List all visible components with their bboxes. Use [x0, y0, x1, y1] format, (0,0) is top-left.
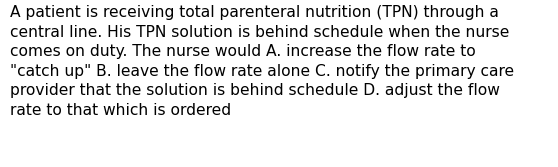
- Text: A patient is receiving total parenteral nutrition (TPN) through a
central line. : A patient is receiving total parenteral …: [10, 5, 514, 118]
